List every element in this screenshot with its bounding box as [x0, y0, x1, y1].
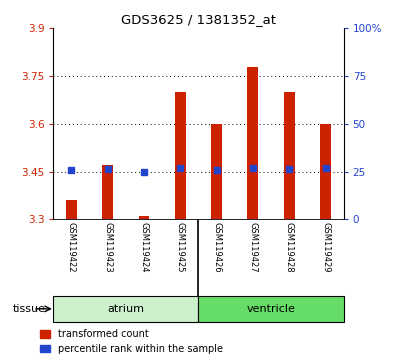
Text: GSM119429: GSM119429 [321, 222, 330, 272]
Title: GDS3625 / 1381352_at: GDS3625 / 1381352_at [121, 13, 276, 26]
Bar [248, 67, 258, 219]
Text: GSM119426: GSM119426 [212, 222, 221, 272]
Bar [199, 296, 344, 322]
Bar [66, 200, 77, 219]
Bar [211, 124, 222, 219]
Text: GSM119428: GSM119428 [285, 222, 294, 272]
Text: GSM119427: GSM119427 [248, 222, 258, 272]
Text: GSM119425: GSM119425 [176, 222, 185, 272]
Bar [320, 124, 331, 219]
Bar [53, 296, 199, 322]
Bar [175, 92, 186, 219]
Legend: transformed count, percentile rank within the sample: transformed count, percentile rank withi… [36, 325, 227, 354]
Bar [284, 92, 295, 219]
Text: GSM119423: GSM119423 [103, 222, 112, 272]
Text: GSM119422: GSM119422 [67, 222, 76, 272]
Text: ventricle: ventricle [246, 304, 295, 314]
Text: GSM119424: GSM119424 [139, 222, 149, 272]
Text: tissue: tissue [12, 304, 45, 314]
Text: atrium: atrium [107, 304, 145, 314]
Bar [102, 165, 113, 219]
Bar [139, 216, 149, 219]
